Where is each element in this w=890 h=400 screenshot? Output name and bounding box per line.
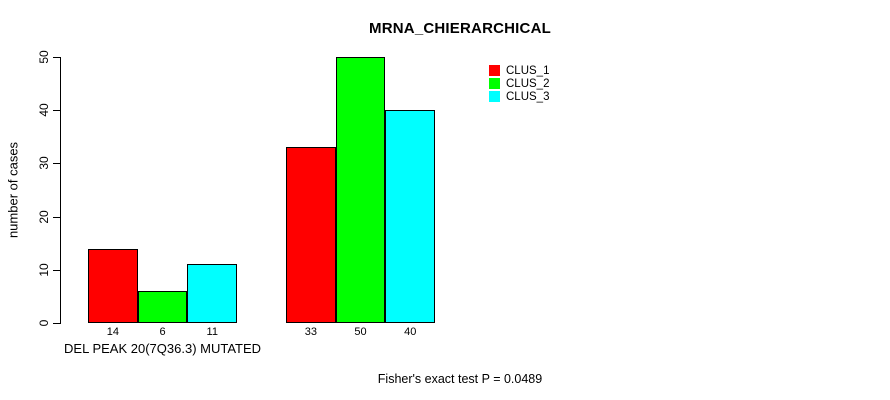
bar-value-label: 6 [159, 326, 166, 338]
bar-clus_3-group-2 [385, 110, 436, 323]
y-axis-line [59, 57, 61, 324]
bar-value-label: 40 [404, 326, 417, 338]
y-tick-label: 50 [37, 50, 51, 64]
bar-clus_2-group-2 [335, 57, 386, 323]
bar-value-label: 33 [304, 326, 317, 338]
legend-item-clus2: CLUS_2 [489, 77, 549, 90]
y-tick [52, 57, 60, 58]
chart-title: MRNA_CHIERARCHICAL [369, 20, 551, 37]
legend-swatch-clus3-icon [489, 91, 500, 102]
legend-swatch-clus2-icon [489, 78, 500, 89]
y-tick-label: 30 [37, 156, 51, 171]
bar-value-label: 14 [106, 326, 119, 338]
legend: CLUS_1 CLUS_2 CLUS_3 [489, 64, 549, 103]
bar-value-label: 11 [206, 326, 218, 338]
y-tick [52, 163, 60, 165]
x-group-label: DEL PEAK 20(7Q36.3) MUTATED [64, 341, 262, 356]
legend-label-clus3: CLUS_3 [506, 90, 550, 103]
y-tick-label: 20 [37, 209, 51, 224]
bar-value-label: 50 [354, 326, 367, 338]
y-tick [52, 269, 60, 271]
bar-clus_3-group-1 [187, 264, 238, 323]
legend-label-clus2: CLUS_2 [506, 77, 550, 90]
legend-swatch-clus1-icon [489, 65, 500, 76]
legend-item-clus1: CLUS_1 [489, 64, 549, 77]
y-axis-label: number of cases [5, 141, 21, 239]
fisher-test-caption: Fisher's exact test P = 0.0489 [377, 372, 543, 386]
y-tick [52, 110, 60, 112]
y-tick-label: 0 [37, 319, 51, 327]
y-tick [52, 216, 60, 218]
y-tick-label: 10 [37, 263, 51, 277]
bar-clus_1-group-1 [88, 248, 138, 323]
y-tick [52, 323, 60, 324]
bar-clus_2-group-1 [137, 291, 188, 323]
bar-clus_1-group-2 [286, 147, 336, 323]
legend-label-clus1: CLUS_1 [506, 64, 550, 77]
legend-item-clus3: CLUS_3 [489, 90, 549, 103]
y-tick-label: 40 [37, 103, 51, 117]
